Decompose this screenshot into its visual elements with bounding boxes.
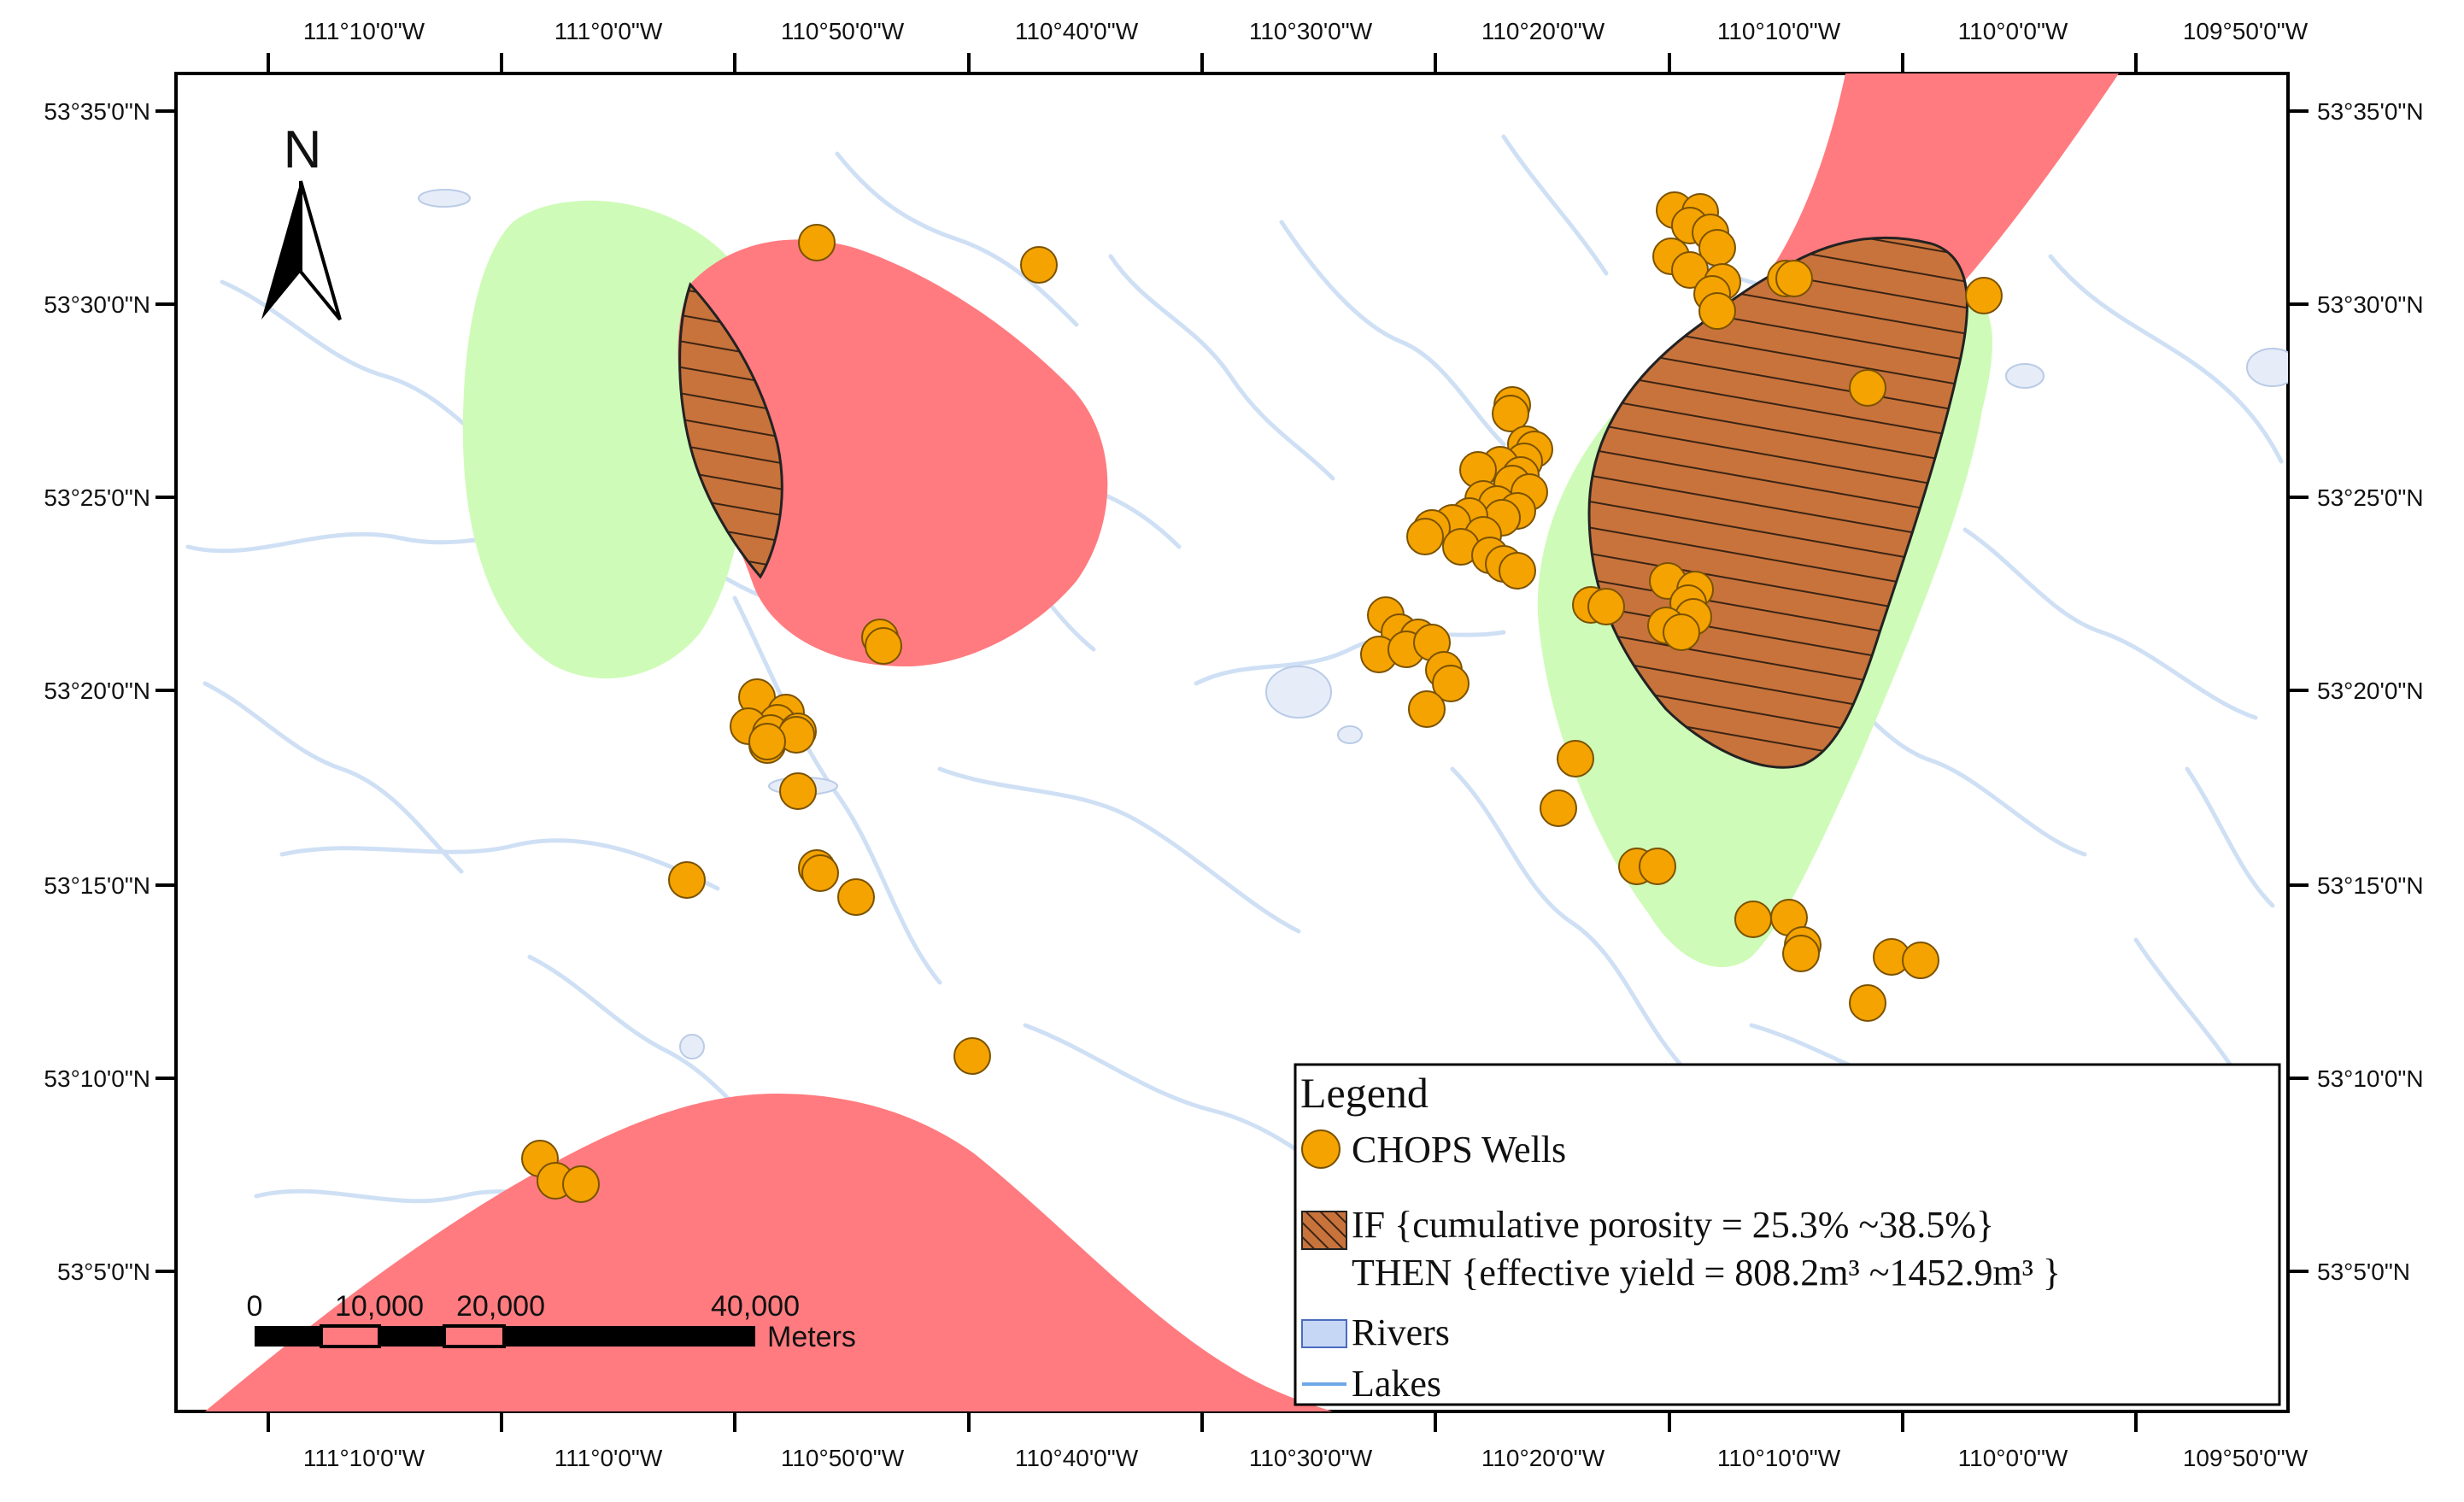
scale-segment [255,1326,321,1347]
legend: Legend CHOPS Wells IF {cumulative porosi… [1294,1063,2281,1406]
right-lat-label: 53°30'0"N [2317,291,2424,318]
left-lat-label: 53°30'0"N [44,291,150,318]
scale-segment [320,1324,381,1348]
chops-well [1557,740,1594,777]
legend-rule-if: IF {cumulative porosity = 25.3% ~38.5%} [1352,1204,1994,1246]
top-lon-label: 110°30'0"W [1249,18,1373,44]
bottom-lon-label: 111°0'0"W [554,1445,663,1471]
legend-box [1294,1063,2281,1406]
scale-bar: 0 10,000 20,000 40,000 Meters [247,1290,856,1353]
bottom-lon-label: 110°30'0"W [1249,1445,1373,1471]
bottom-lon-label: 109°50'0"W [2183,1445,2309,1471]
top-lon-label: 110°40'0"W [1015,18,1139,44]
left-lat-labels: 53°35'0"N 53°30'0"N 53°25'0"N 53°20'0"N … [44,98,150,1285]
left-lat-label: 53°20'0"N [44,678,150,704]
left-lat-label: 53°15'0"N [44,872,150,899]
legend-rivers-label: Rivers [1352,1311,1450,1353]
bottom-lon-labels: 111°10'0"W 111°0'0"W 110°50'0"W 110°40'0… [303,1445,2309,1471]
legend-title: Legend [1300,1069,1429,1117]
top-lon-label: 110°20'0"W [1481,18,1605,44]
chops-well [1849,984,1886,1022]
chops-well [1902,942,1939,979]
legend-hatch-symbol [1301,1211,1347,1250]
legend-wells-label: CHOPS Wells [1352,1129,1566,1171]
top-ticks [267,53,2138,73]
chops-well [1775,260,1813,297]
chops-well [953,1037,991,1075]
chops-well [801,854,839,892]
chops-well [562,1165,600,1203]
hatch-zone-west [678,282,783,579]
legend-lakes-label: Lakes [1352,1363,1441,1405]
left-lat-label: 53°25'0"N [44,484,150,511]
top-lon-label: 110°10'0"W [1717,18,1841,44]
right-lat-label: 53°35'0"N [2317,98,2424,125]
scale-label-10000: 10,000 [335,1290,424,1323]
top-lon-labels: 111°10'0"W 111°0'0"W 110°50'0"W 110°40'0… [303,18,2309,44]
chops-well [837,878,875,916]
chops-well [1540,789,1577,827]
north-arrow-icon [261,180,342,321]
top-lon-label: 110°50'0"W [781,18,905,44]
left-lat-label: 53°35'0"N [44,98,150,125]
wells [521,191,2003,1203]
chops-well [748,723,786,760]
top-lon-label: 110°0'0"W [1958,18,2068,44]
chops-well [1671,251,1709,289]
bottom-ticks [267,1411,2138,1432]
bottom-lon-label: 110°10'0"W [1717,1445,1841,1471]
legend-rivers-symbol [1301,1319,1347,1348]
chops-well [1965,277,2003,314]
chops-well [1020,246,1058,284]
chops-well [1849,369,1886,407]
top-lon-label: 111°0'0"W [554,18,663,44]
bottom-lon-label: 111°10'0"W [303,1445,425,1471]
red-zone-west [678,239,1108,666]
bottom-lon-label: 110°20'0"W [1481,1445,1605,1471]
left-ticks [155,109,176,1273]
top-lon-label: 109°50'0"W [2183,18,2309,44]
chops-well [1492,395,1529,432]
red-zone-northeast [1769,73,2119,290]
right-lat-label: 53°25'0"N [2317,484,2424,511]
chops-well [1432,665,1470,702]
chops-well [1698,292,1736,330]
chops-well [1587,588,1625,625]
right-lat-labels: 53°35'0"N 53°30'0"N 53°25'0"N 53°20'0"N … [2317,98,2424,1285]
chops-well [668,861,706,899]
chops-well [1408,690,1446,728]
right-ticks [2288,109,2309,1273]
left-lat-label: 53°5'0"N [57,1259,150,1285]
right-lat-label: 53°15'0"N [2317,872,2424,899]
bottom-lon-label: 110°40'0"W [1015,1445,1139,1471]
right-lat-label: 53°10'0"N [2317,1065,2424,1092]
scale-segment [443,1324,506,1348]
chops-well [1499,552,1536,590]
scale-segment [504,1326,755,1347]
bottom-lon-label: 110°0'0"W [1958,1445,2068,1471]
legend-rule-then: THEN {effective yield = 808.2m³ ~1452.9m… [1352,1252,2061,1294]
chops-well [865,627,902,665]
left-lat-label: 53°10'0"N [44,1065,150,1092]
scale-label-0: 0 [247,1290,263,1323]
chops-well [1782,935,1820,972]
right-lat-label: 53°5'0"N [2317,1259,2410,1285]
scale-unit: Meters [767,1321,856,1353]
legend-well-symbol [1301,1129,1341,1169]
chops-well [779,772,817,810]
bottom-lon-label: 110°50'0"W [781,1445,905,1471]
scale-label-40000: 40,000 [711,1290,800,1323]
right-lat-label: 53°20'0"N [2317,678,2424,704]
chops-well [1734,901,1772,938]
top-lon-label: 111°10'0"W [303,18,425,44]
scale-label-20000: 20,000 [456,1290,545,1323]
chops-well [1663,613,1700,651]
scale-segment [379,1326,444,1347]
chops-well [798,224,836,261]
chops-well [1406,518,1444,555]
north-label: N [284,120,322,179]
north-arrow: N [261,120,342,321]
chops-well [1639,848,1676,885]
